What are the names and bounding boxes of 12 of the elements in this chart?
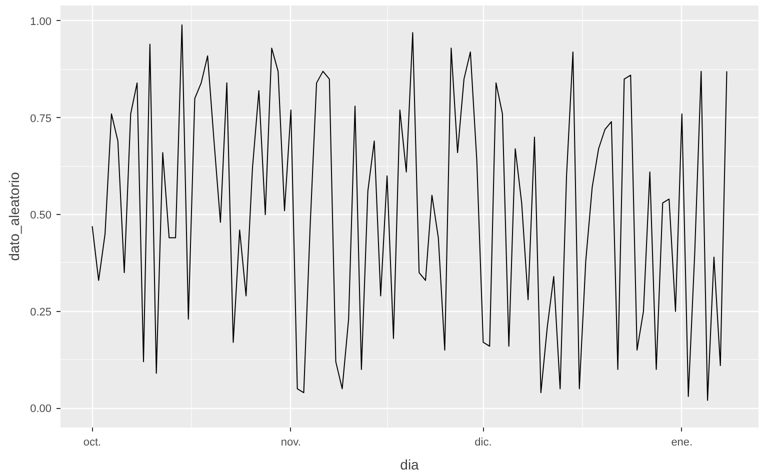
- x-tick-label: nov.: [280, 436, 301, 448]
- y-tick-label: 1.00: [30, 16, 52, 28]
- line-series: [92, 24, 728, 401]
- y-axis-title: dato_aleatorio: [6, 172, 22, 261]
- x-axis-title: dia: [400, 456, 420, 472]
- y-tick-label: 0.50: [30, 210, 52, 222]
- x-tick-label: ene.: [671, 436, 693, 448]
- y-tick-label: 0.25: [30, 306, 52, 318]
- x-tick-label: dic.: [474, 436, 492, 448]
- y-tick-label: 0.00: [30, 403, 52, 416]
- x-tick-label: oct.: [83, 436, 102, 448]
- y-tick-label: 0.75: [30, 112, 52, 125]
